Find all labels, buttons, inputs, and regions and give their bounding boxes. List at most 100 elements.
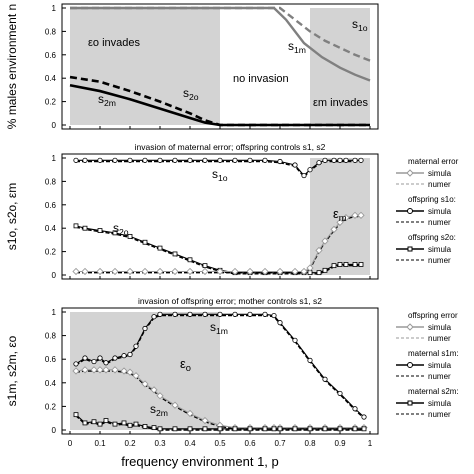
data-point <box>111 267 119 276</box>
data-point <box>322 267 328 273</box>
legend-label: numer <box>428 180 451 189</box>
legend-marker <box>407 362 413 368</box>
x-tick-label: 0.8 <box>304 439 316 448</box>
data-point <box>102 366 110 374</box>
legend-label: simula <box>428 245 452 254</box>
legend-marker <box>407 208 413 214</box>
data-point <box>121 420 127 426</box>
data-point <box>73 361 79 367</box>
series-label-s2o: s2o <box>113 221 129 237</box>
data-point <box>90 366 98 374</box>
data-point <box>157 157 163 163</box>
data-point <box>307 426 313 432</box>
legend-header: maternal error <box>408 157 459 166</box>
legend-label: numer <box>428 410 451 419</box>
data-point <box>141 267 149 276</box>
data-point <box>352 262 358 267</box>
data-point <box>352 426 358 432</box>
data-point <box>262 311 268 317</box>
series-label-s2o: s2o <box>183 86 199 102</box>
data-point <box>187 426 193 432</box>
data-point <box>291 267 299 276</box>
data-point <box>82 157 88 163</box>
data-point <box>351 211 359 219</box>
data-point <box>172 311 178 317</box>
data-point <box>361 426 367 432</box>
data-point <box>141 380 149 388</box>
y-axis-label: s1m, s2m, εo <box>5 335 19 406</box>
data-point <box>82 355 88 361</box>
data-point <box>262 157 268 163</box>
y-tick-label: 0.4 <box>45 224 57 233</box>
data-point <box>126 368 134 376</box>
legend-marker <box>407 246 413 252</box>
y-axis-label: s1o, s2o, εm <box>5 183 19 250</box>
data-point <box>202 263 208 269</box>
y-tick-label: 0.8 <box>45 27 57 36</box>
data-point <box>321 237 329 245</box>
x-tick-label: 1 <box>368 439 373 448</box>
x-tick-label: 0.5 <box>214 439 226 448</box>
data-point <box>277 158 283 165</box>
y-tick-label: 1 <box>52 308 57 317</box>
annotation-eps-o-invades: εo invades <box>88 37 140 49</box>
data-point <box>316 270 322 276</box>
y-tick-label: 0 <box>52 271 57 280</box>
y-tick-label: 0.4 <box>45 74 57 83</box>
x-tick-label: 0.4 <box>184 439 196 448</box>
data-point <box>352 157 358 163</box>
data-point <box>73 157 79 163</box>
data-point <box>322 157 328 163</box>
data-point <box>343 262 349 267</box>
legend-marker <box>406 169 414 177</box>
data-point <box>127 157 133 163</box>
x-tick-label: 0 <box>68 439 73 448</box>
data-point <box>202 426 208 432</box>
data-point <box>82 420 88 426</box>
data-point <box>187 257 193 263</box>
data-point <box>103 418 109 423</box>
data-point <box>300 267 308 276</box>
data-point <box>361 414 367 420</box>
data-point <box>331 263 337 269</box>
data-point <box>112 421 118 427</box>
data-point <box>186 409 194 418</box>
data-point <box>316 160 322 166</box>
data-point <box>82 225 88 231</box>
data-point <box>337 390 343 397</box>
data-point <box>120 367 128 375</box>
data-point <box>277 320 283 326</box>
data-point <box>301 172 307 179</box>
data-point <box>151 425 157 431</box>
legend-label: simula <box>428 399 452 408</box>
data-point <box>306 264 314 272</box>
data-point <box>171 267 179 276</box>
data-point <box>337 426 343 432</box>
data-point <box>201 267 209 276</box>
chart-middle: 0 0.2 0.4 0.6 0.8 1 s1o, s2o, εm invasion of ma… <box>5 142 459 280</box>
x-tick-label: 0.2 <box>124 439 136 448</box>
legend-label: numer <box>428 334 451 343</box>
legend-label: numer <box>428 218 451 227</box>
data-point <box>81 366 89 374</box>
series-line-s1m <box>70 6 371 82</box>
data-point <box>142 424 148 429</box>
legend-label: simula <box>428 207 452 216</box>
data-point <box>151 314 157 320</box>
legend-label: simula <box>428 361 452 370</box>
data-point <box>352 406 358 412</box>
data-point <box>217 311 223 317</box>
data-point <box>247 157 253 163</box>
data-point <box>81 267 89 276</box>
data-point <box>97 157 103 163</box>
data-point <box>358 157 364 163</box>
data-point <box>156 392 164 400</box>
legend-header: maternal s2m: <box>408 387 459 396</box>
data-point <box>246 267 254 276</box>
legend-label: numer <box>428 372 451 381</box>
data-point <box>262 426 268 432</box>
legend-header: offspring error <box>408 311 458 320</box>
data-point <box>271 426 277 432</box>
y-tick-label: 0.2 <box>45 248 57 257</box>
